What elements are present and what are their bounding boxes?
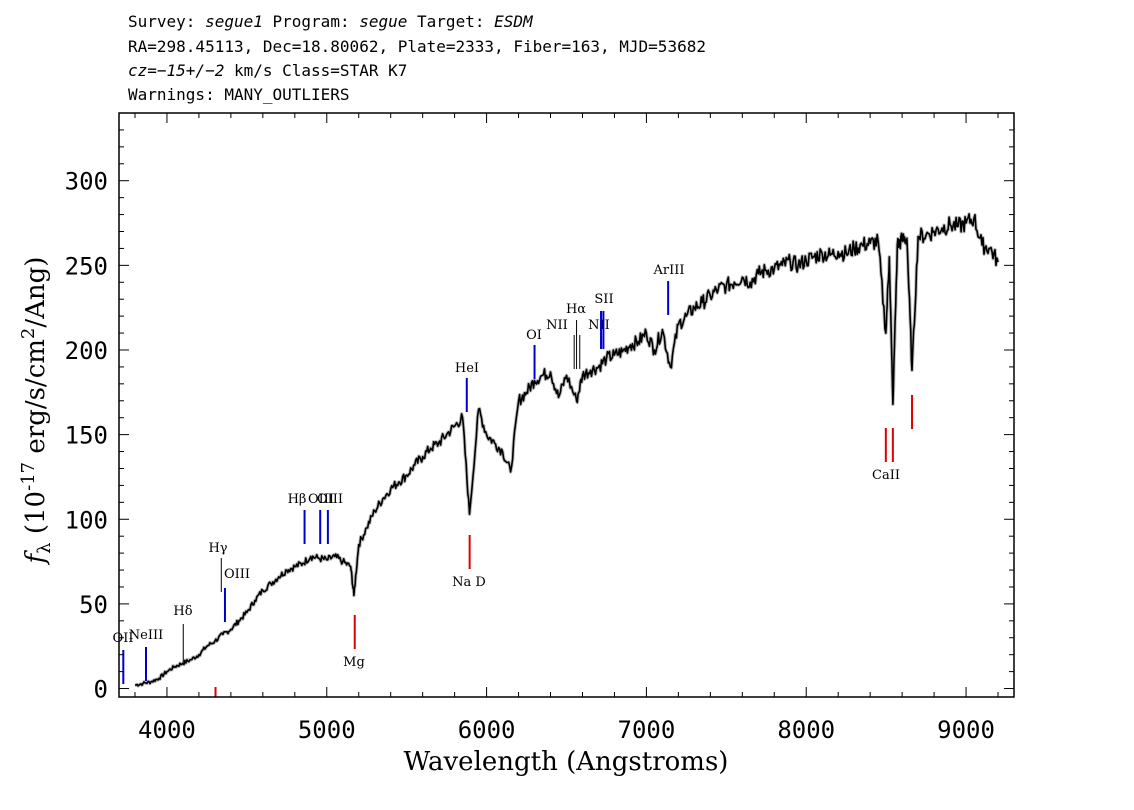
plot-area: [134, 212, 1000, 688]
y-tick-label: 100: [65, 506, 108, 534]
header-line-4: Warnings: MANY_OUTLIERS: [128, 85, 350, 104]
emission-line-label: HeI: [455, 361, 479, 376]
program-value: segue: [359, 12, 408, 31]
emission-line-label: OIII: [224, 567, 250, 582]
emission-line-label: ArIII: [652, 263, 684, 278]
y-tick-label: 250: [65, 252, 108, 280]
class-value: km/s Class=STAR K7: [233, 61, 408, 80]
y-tick-label: 50: [79, 591, 108, 619]
axes-layer: 4000 5000 6000 7000 8000 9000 0 50 100 150 200 250 3…: [65, 112, 1015, 744]
header-line-2: RA=298.45113, Dec=18.80062, Plate=2333, …: [128, 37, 706, 56]
x-tick-label: 5000: [298, 716, 356, 744]
emission-line-label: NII: [546, 318, 568, 333]
x-tick-label: 7000: [618, 716, 676, 744]
target-label: Target:: [417, 12, 485, 31]
emission-line-label: OII: [113, 631, 134, 646]
target-value: ESDM: [494, 12, 533, 31]
survey-label: Survey:: [128, 12, 196, 31]
x-tick-label: 8000: [777, 716, 835, 744]
emission-line-label: OI: [526, 328, 542, 343]
emission-line-label: Hγ: [208, 541, 227, 556]
absorption-line-label: CaII: [872, 468, 900, 483]
survey-value: segue1: [205, 12, 263, 31]
y-tick-label: 150: [65, 422, 108, 450]
y-tick-label: 200: [65, 337, 108, 365]
emission-line-label: Hα: [566, 302, 586, 317]
emission-line-label: OIII: [308, 492, 334, 507]
y-axis-label: fλ (10-17 erg/s/cm2/Ang): [18, 257, 55, 566]
redshift-value: cz=−15+/−2: [128, 61, 225, 80]
emission-line-label: NII: [588, 318, 610, 333]
header-line-1: Survey: segue1 Program: segue Target: ES…: [128, 12, 533, 32]
emission-line-label: NeIII: [129, 628, 163, 643]
absorption-line-label: Na D: [452, 575, 486, 590]
emission-line-label: Hβ: [288, 492, 307, 507]
y-tick-label: 300: [65, 168, 108, 196]
x-tick-label: 4000: [138, 716, 196, 744]
emission-line-label: Hδ: [173, 604, 192, 619]
spectrum-error-band: [134, 212, 1000, 688]
spectrum-line: [134, 213, 999, 687]
emission-line-label: OIII: [317, 492, 343, 507]
x-tick-label: 9000: [937, 716, 995, 744]
program-label: Program:: [272, 12, 350, 31]
y-tick-label: 0: [94, 676, 108, 704]
header-line-3: cz=−15+/−2 km/s Class=STAR K7: [128, 61, 407, 81]
plot-frame: [118, 112, 1015, 698]
emission-line-label: SII: [594, 292, 613, 307]
x-axis-label: Wavelength (Angstroms): [404, 747, 729, 777]
absorption-line-label: Mg: [343, 655, 365, 670]
x-tick-label: 6000: [458, 716, 516, 744]
